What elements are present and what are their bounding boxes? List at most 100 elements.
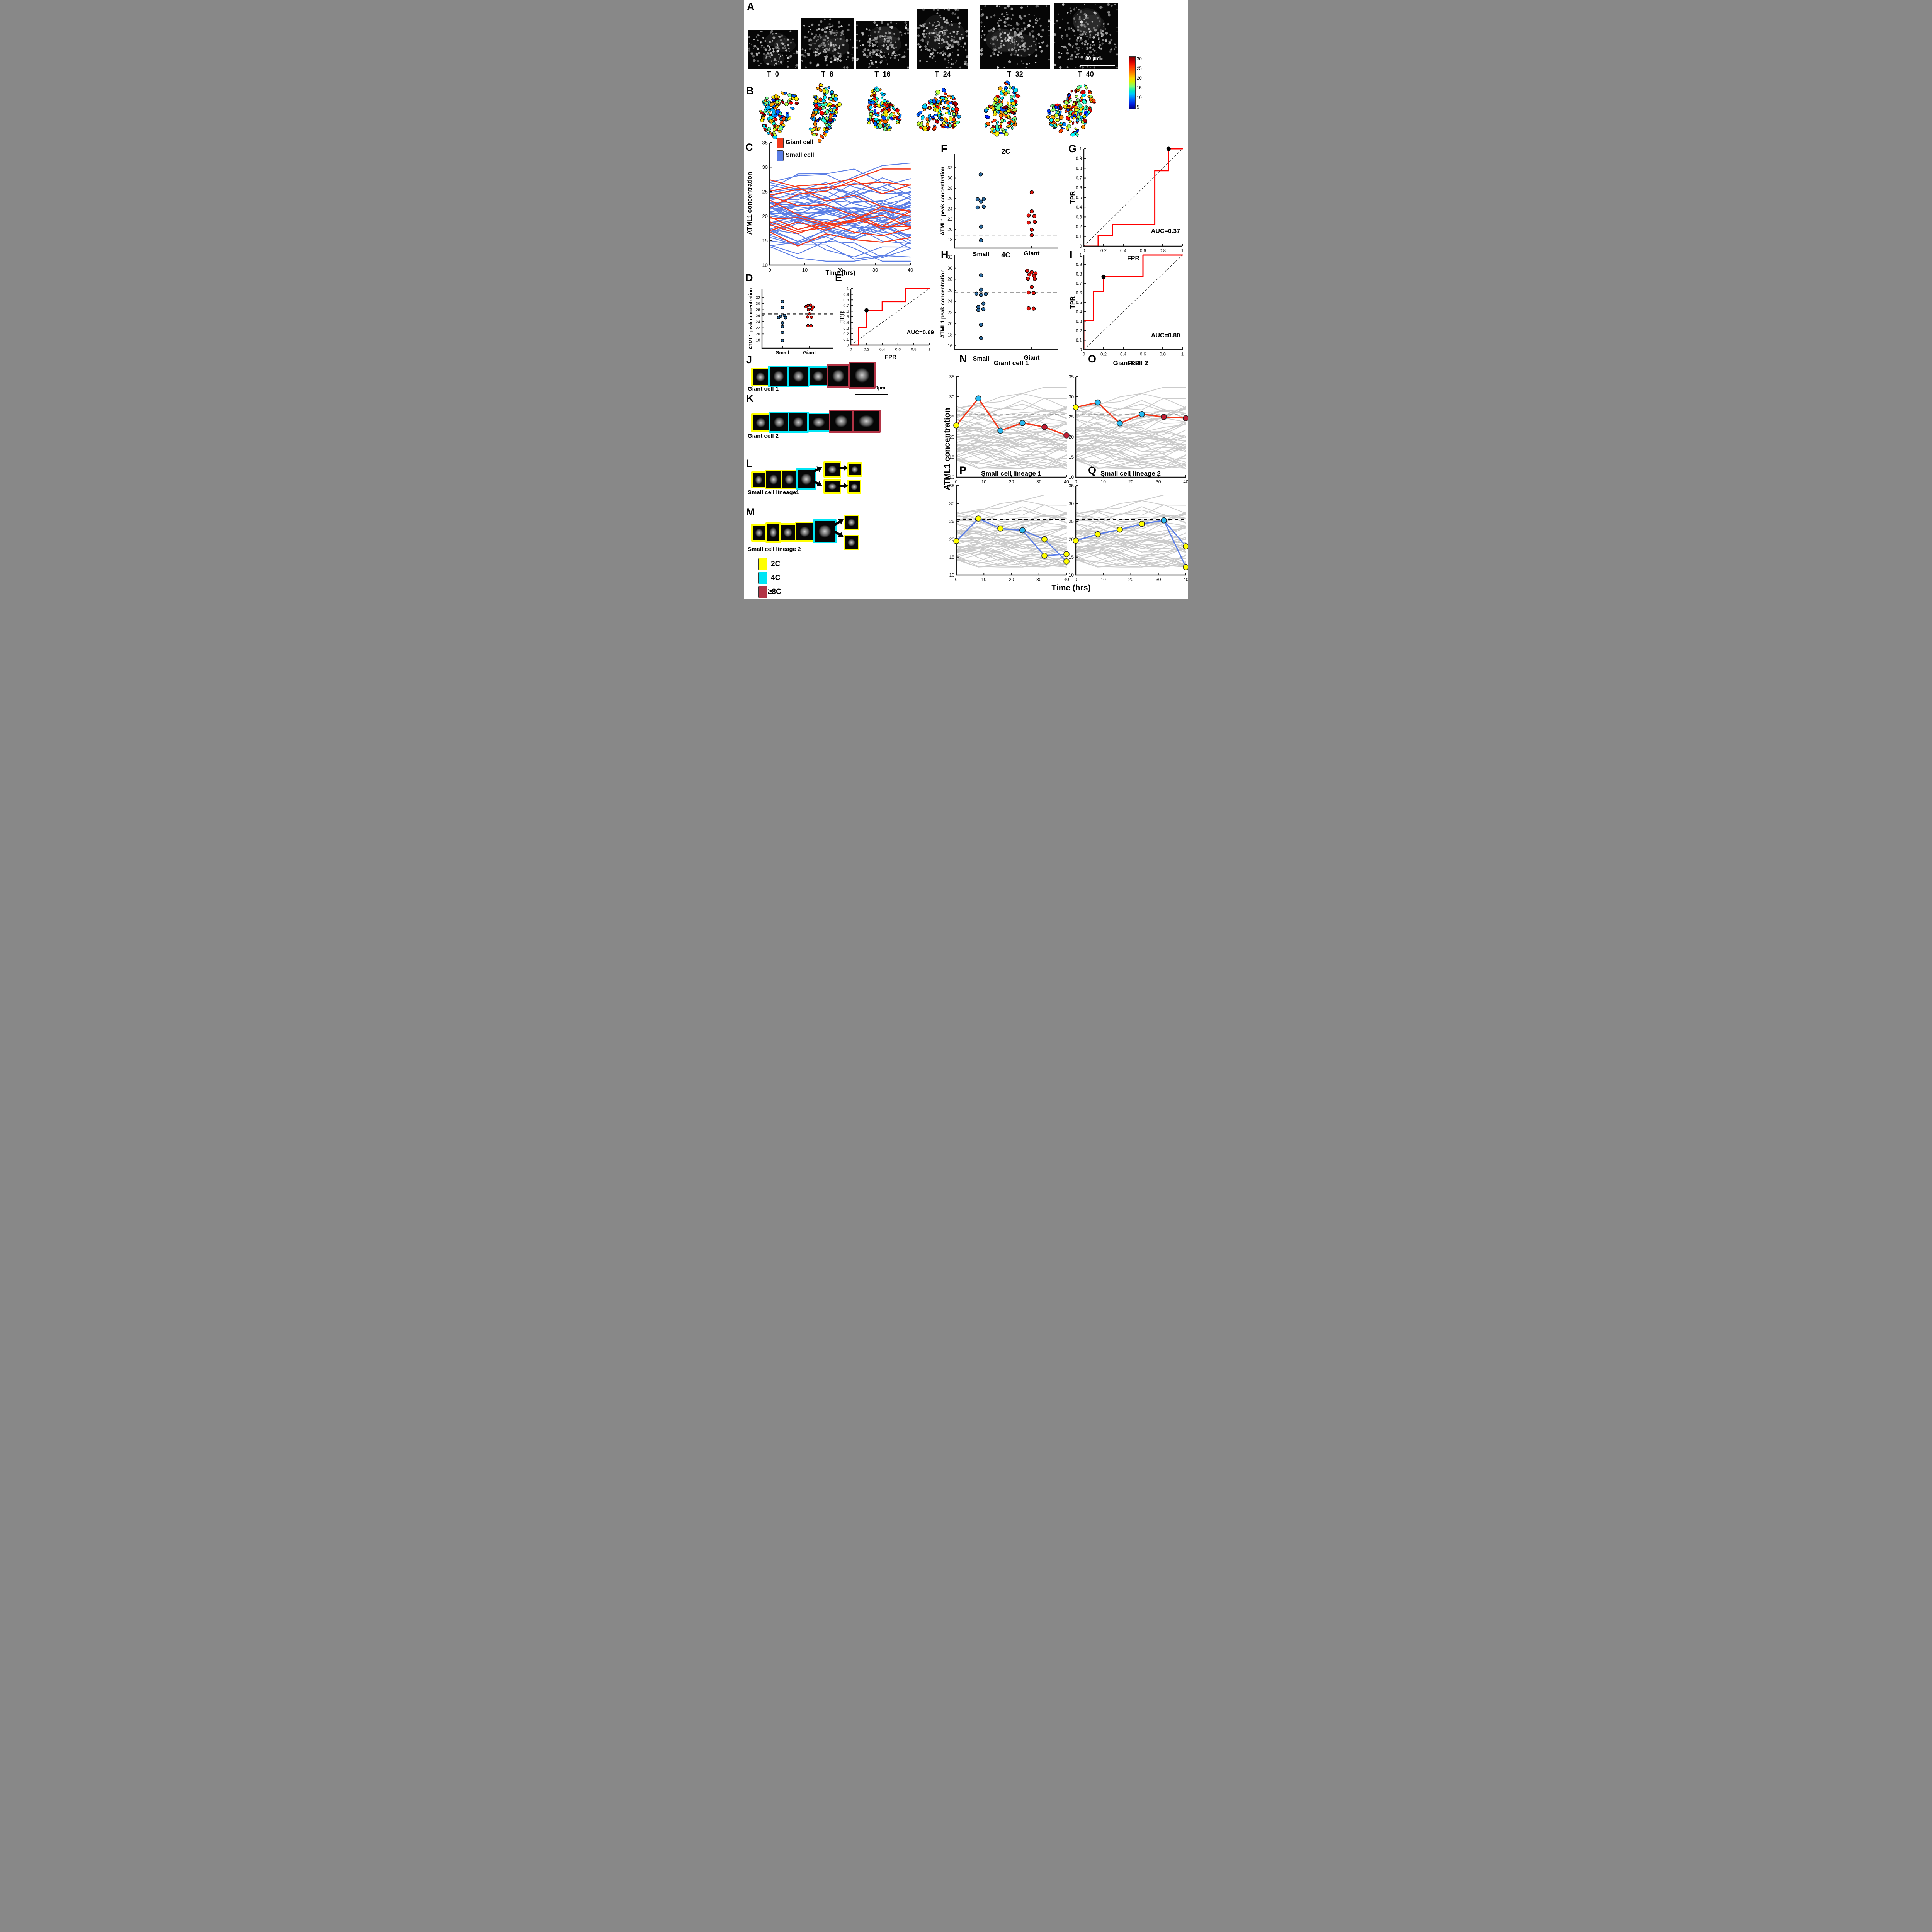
panel-letter-f: F bbox=[941, 143, 947, 155]
svg-text:0.2: 0.2 bbox=[843, 332, 849, 336]
svg-text:10: 10 bbox=[762, 262, 768, 268]
svg-text:0.5: 0.5 bbox=[1076, 301, 1082, 305]
svg-text:15: 15 bbox=[1069, 454, 1074, 460]
svg-text:0.4: 0.4 bbox=[1076, 205, 1082, 210]
e-yaxis-label: TPR bbox=[838, 311, 845, 323]
svg-text:26: 26 bbox=[947, 288, 952, 293]
svg-text:0: 0 bbox=[847, 343, 849, 348]
svg-text:30: 30 bbox=[1156, 577, 1161, 582]
svg-text:10: 10 bbox=[981, 577, 987, 582]
svg-text:0.1: 0.1 bbox=[1076, 338, 1082, 343]
timepoint-label: T=16 bbox=[874, 70, 891, 78]
microscopy-image-t24 bbox=[917, 8, 969, 69]
panel-letter-b: B bbox=[746, 85, 754, 97]
svg-text:24: 24 bbox=[947, 207, 952, 211]
nucleus-thumbnail-2c bbox=[795, 522, 815, 542]
colorbar-tick: 10 bbox=[1137, 95, 1142, 100]
svg-text:15: 15 bbox=[949, 454, 955, 460]
division-arrow-icon bbox=[811, 464, 823, 475]
cell-map-t0 bbox=[759, 91, 799, 139]
svg-text:16: 16 bbox=[947, 344, 952, 349]
svg-text:25: 25 bbox=[949, 414, 955, 420]
svg-text:0.7: 0.7 bbox=[843, 303, 849, 308]
svg-text:0.9: 0.9 bbox=[843, 292, 849, 297]
svg-text:0.4: 0.4 bbox=[879, 347, 885, 352]
svg-text:0.6: 0.6 bbox=[843, 309, 849, 314]
svg-text:1: 1 bbox=[1181, 249, 1184, 253]
timepoint-label: T=32 bbox=[1007, 70, 1023, 78]
svg-text:0.4: 0.4 bbox=[1120, 352, 1127, 357]
svg-text:18: 18 bbox=[947, 238, 952, 242]
svg-text:0.2: 0.2 bbox=[1076, 329, 1082, 333]
svg-text:24: 24 bbox=[947, 299, 952, 304]
svg-text:0.1: 0.1 bbox=[1076, 235, 1082, 239]
svg-text:28: 28 bbox=[947, 277, 952, 282]
n-title: Giant cell 1 bbox=[993, 359, 1029, 367]
k-caption: Giant cell 2 bbox=[748, 433, 779, 439]
svg-text:0.6: 0.6 bbox=[1140, 249, 1146, 253]
svg-text:0.8: 0.8 bbox=[911, 347, 917, 352]
l-caption: Small cell lineage1 bbox=[748, 489, 799, 496]
svg-text:20: 20 bbox=[1128, 577, 1134, 582]
cell-map-t24 bbox=[916, 88, 961, 131]
svg-text:20: 20 bbox=[949, 434, 955, 440]
svg-text:32: 32 bbox=[947, 255, 952, 260]
svg-text:0: 0 bbox=[1080, 244, 1082, 249]
svg-text:20: 20 bbox=[1069, 434, 1074, 440]
svg-text:18: 18 bbox=[947, 333, 952, 337]
legend-swatch-small bbox=[777, 150, 784, 161]
svg-text:0: 0 bbox=[768, 267, 771, 273]
svg-text:18: 18 bbox=[756, 338, 760, 343]
g-auc-value: AUC=0.37 bbox=[1151, 228, 1180, 235]
svg-text:20: 20 bbox=[1009, 577, 1014, 582]
scalebar-80um bbox=[1080, 65, 1115, 66]
svg-text:0: 0 bbox=[1075, 577, 1077, 582]
svg-text:0.6: 0.6 bbox=[1076, 291, 1082, 296]
svg-text:22: 22 bbox=[947, 217, 952, 222]
svg-text:0.8: 0.8 bbox=[1076, 272, 1082, 277]
svg-text:20: 20 bbox=[756, 332, 760, 337]
nucleus-thumbnail-2c bbox=[781, 470, 798, 489]
svg-text:35: 35 bbox=[1069, 483, 1074, 488]
svg-text:30: 30 bbox=[1069, 394, 1074, 400]
chart-roc-all: 00.10.20.30.40.50.60.70.80.910 0.2 0.4 0.6 0… bbox=[843, 287, 930, 352]
panel-letter-h: H bbox=[941, 249, 949, 260]
panel-letter-o: O bbox=[1088, 353, 1097, 365]
svg-text:0.8: 0.8 bbox=[1160, 352, 1166, 357]
svg-text:1: 1 bbox=[1080, 253, 1082, 258]
panel-letter-p: P bbox=[959, 464, 967, 476]
d-yaxis-label: ATML1 peak concentration bbox=[748, 288, 753, 350]
figure-canvas: A B C D E F G H I J K L M N O P Q T=0 T=… bbox=[744, 0, 1188, 599]
svg-text:10: 10 bbox=[1101, 479, 1106, 485]
ploidy-label-4c: 4C bbox=[771, 574, 781, 582]
e-auc-value: AUC=0.69 bbox=[906, 329, 934, 336]
chart-roc-4c: 0 0.1 0.2 0.3 0.4 0.5 0.6 0.7 0.8 0.9 1 0 0.2 0.4 0.6 0… bbox=[1076, 253, 1184, 357]
svg-text:30: 30 bbox=[1156, 479, 1161, 485]
svg-text:10: 10 bbox=[1069, 572, 1074, 578]
svg-text:30: 30 bbox=[947, 176, 952, 181]
d-category-giant: Giant bbox=[803, 350, 816, 355]
svg-text:26: 26 bbox=[756, 314, 760, 318]
colorbar-tick: 30 bbox=[1137, 57, 1142, 61]
svg-text:0.8: 0.8 bbox=[1076, 166, 1082, 171]
svg-text:40: 40 bbox=[1064, 479, 1069, 485]
svg-text:0.3: 0.3 bbox=[843, 326, 849, 331]
g-yaxis-label: TPR bbox=[1070, 191, 1076, 204]
timepoint-label: T=24 bbox=[935, 70, 951, 78]
svg-text:35: 35 bbox=[949, 374, 955, 379]
nopq-yaxis-label: ATML1 concentration bbox=[943, 408, 952, 490]
svg-text:30: 30 bbox=[1036, 577, 1042, 582]
svg-text:0.6: 0.6 bbox=[895, 347, 901, 352]
colorbar-tick: 5 bbox=[1137, 105, 1139, 110]
svg-text:20: 20 bbox=[949, 537, 955, 542]
nucleus-thumbnail-4c bbox=[807, 413, 830, 432]
nucleus-thumbnail-8c bbox=[849, 362, 876, 389]
microscopy-image-t0 bbox=[748, 30, 798, 69]
division-arrow-icon bbox=[811, 478, 823, 489]
svg-text:0.5: 0.5 bbox=[843, 315, 849, 320]
c-yaxis-label: ATML1 concentration bbox=[747, 172, 753, 235]
colorbar-tick: 20 bbox=[1137, 76, 1142, 81]
